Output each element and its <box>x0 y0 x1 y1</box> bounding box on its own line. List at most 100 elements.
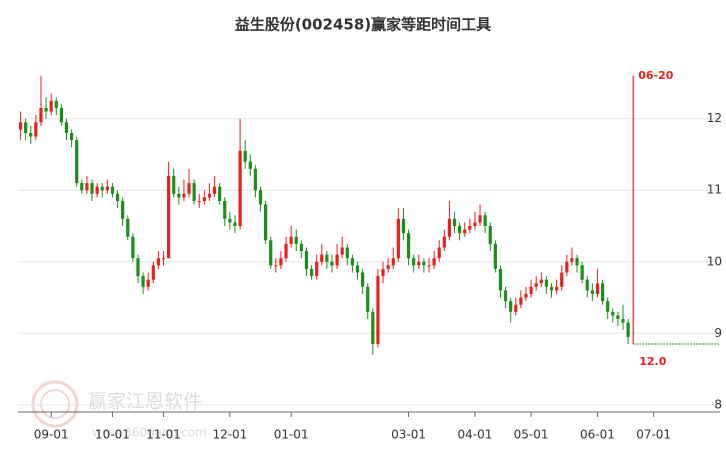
y-tick-label: 8 <box>714 397 722 411</box>
watermark-logo-inner <box>40 389 70 419</box>
candle-body <box>422 261 426 266</box>
candle-body <box>75 140 79 184</box>
candle-body <box>115 193 120 201</box>
candle-body <box>519 297 523 305</box>
candle-body <box>284 243 288 259</box>
candle-body <box>80 183 84 191</box>
candle-body <box>100 186 104 191</box>
candle-body <box>141 276 145 287</box>
candle-body <box>309 268 314 277</box>
candle-body <box>253 168 258 191</box>
candle-body <box>391 258 395 266</box>
candle-body <box>34 122 38 137</box>
candle-body <box>580 265 584 280</box>
candle-body <box>570 258 574 262</box>
candle-body <box>177 193 181 198</box>
candle-body <box>560 272 564 287</box>
candle-body <box>197 200 201 202</box>
x-tick-label: 06-01 <box>580 428 615 442</box>
x-tick-label: 03-01 <box>391 428 426 442</box>
candle-body <box>238 150 242 226</box>
candle-body <box>330 261 334 266</box>
y-tick-label: 12 <box>707 111 722 125</box>
candle-body <box>64 122 69 133</box>
watermark-name: 赢家江恩软件 <box>88 391 202 413</box>
candle-body <box>202 197 206 201</box>
candle-body <box>187 183 191 194</box>
candle-body <box>29 133 33 137</box>
candle-body <box>498 268 503 291</box>
x-tick-label: 04-01 <box>458 428 493 442</box>
candle-body <box>355 265 360 273</box>
candle-body <box>70 133 74 141</box>
candle-body <box>212 186 217 194</box>
candle-body <box>269 240 273 266</box>
x-tick-label: 12-01 <box>212 428 247 442</box>
candle-body <box>258 190 263 205</box>
candle-body <box>279 258 283 266</box>
candle-body <box>340 247 344 255</box>
watermark: 赢家江恩软件 www.360gann.com <box>31 380 207 440</box>
candle-body <box>233 222 237 226</box>
candle-body <box>44 107 48 112</box>
candle-body <box>432 258 436 266</box>
candle-body <box>590 290 594 294</box>
candle-body <box>85 183 89 191</box>
chart-title: 益生股份(002458)赢家等距时间工具 <box>235 16 491 34</box>
candle-body <box>243 150 247 162</box>
candle-body <box>549 286 554 291</box>
watermark-logo <box>31 380 79 428</box>
candle-body <box>575 258 579 266</box>
candle-body <box>304 251 309 269</box>
candle-body <box>417 261 421 266</box>
candle-body <box>509 301 513 312</box>
y-tick-label: 10 <box>707 254 722 268</box>
candle-body <box>447 218 452 237</box>
candle-body <box>90 183 94 194</box>
candle-body <box>228 218 232 223</box>
candle-body <box>606 301 610 312</box>
candle-body <box>463 229 467 234</box>
y-tick-label: 9 <box>714 326 722 340</box>
candle-body <box>396 218 400 259</box>
candle-body <box>473 222 477 226</box>
candle-body <box>585 279 589 291</box>
candle-body <box>264 204 268 241</box>
marker-label: 06-20 <box>638 69 674 82</box>
candle-body <box>126 218 130 237</box>
candle-body <box>626 322 630 337</box>
candle-body <box>595 283 600 294</box>
candle-body <box>401 218 406 234</box>
x-tick-label: 09-01 <box>34 428 69 442</box>
candle-body <box>534 283 538 287</box>
candle-body <box>600 283 605 302</box>
watermark-url: www.360gann.com <box>92 426 207 440</box>
candle-body <box>18 122 23 130</box>
candle-body <box>161 258 166 260</box>
candle-body <box>376 276 380 345</box>
candle-body <box>386 265 390 269</box>
candle-body <box>524 293 528 298</box>
x-tick-label: 11-01 <box>146 428 181 442</box>
candle-body <box>381 268 385 277</box>
candle-body <box>315 261 319 277</box>
candle-body <box>539 279 543 284</box>
candle-body <box>248 161 252 169</box>
candle-body <box>503 290 508 302</box>
candle-body <box>366 286 370 312</box>
candle-body <box>514 304 518 312</box>
candle-body <box>320 254 324 262</box>
candle-body <box>207 193 212 198</box>
candle-body <box>565 261 569 273</box>
candle-body <box>452 218 457 226</box>
candle-body <box>442 236 446 248</box>
candle-body <box>544 279 549 287</box>
candle-body <box>59 107 63 123</box>
candle-body <box>24 122 28 133</box>
candle-body <box>458 226 462 234</box>
candle-body <box>289 236 293 244</box>
candle-body <box>105 186 109 191</box>
candle-body <box>616 315 620 319</box>
candle-body <box>39 107 43 123</box>
candle-body <box>156 258 160 266</box>
